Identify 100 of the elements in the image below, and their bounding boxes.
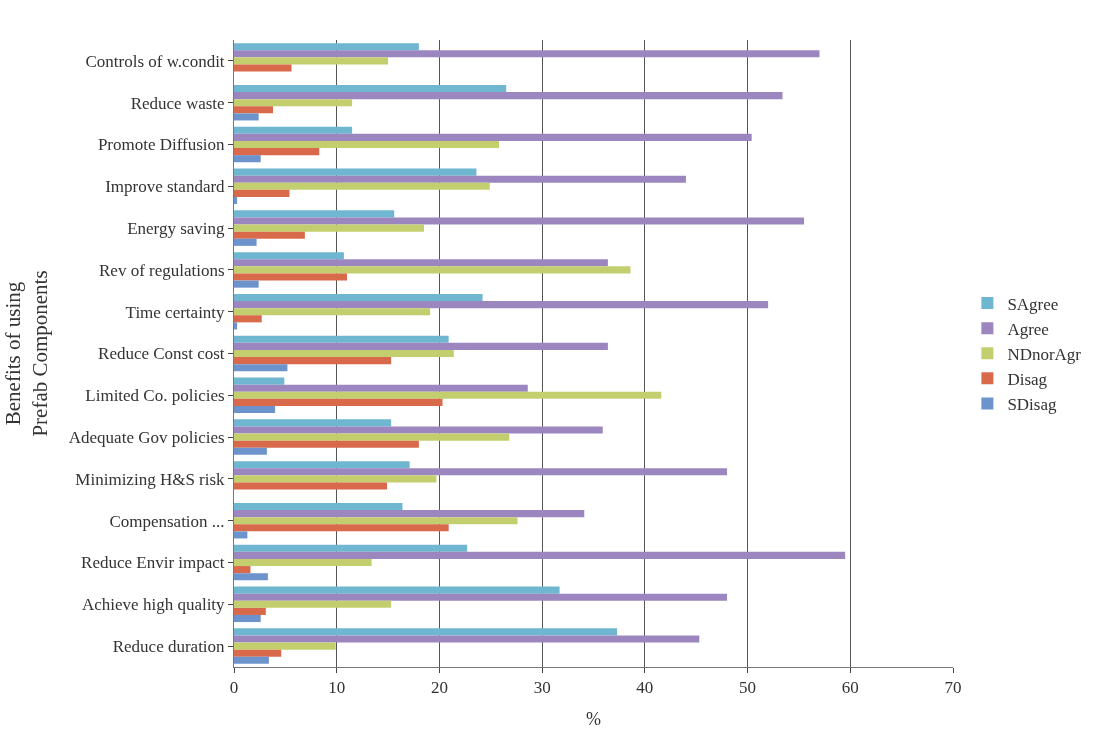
bar — [234, 349, 454, 358]
legend-label: Agree — [1007, 319, 1049, 339]
bar — [234, 614, 261, 623]
bar — [234, 280, 259, 288]
bar — [234, 482, 388, 490]
bar — [234, 342, 608, 350]
legend-label: Disag — [1007, 369, 1048, 389]
y-tick-label: Controls of w.condit — [85, 51, 225, 71]
bar — [234, 148, 320, 156]
bar — [234, 259, 608, 267]
bar — [234, 126, 353, 134]
bar — [234, 544, 468, 552]
bar — [234, 586, 560, 594]
bar — [234, 273, 347, 281]
y-tick-label: Improve standard — [105, 177, 226, 197]
x-tick-label: 0 — [229, 678, 239, 698]
legend-label: NDnorAgr — [1007, 344, 1082, 364]
bar — [234, 642, 336, 650]
bar — [234, 133, 752, 141]
legend-label: SDisag — [1007, 395, 1057, 415]
bar — [234, 607, 266, 615]
bar — [234, 168, 477, 176]
bar — [234, 551, 846, 559]
bar — [234, 238, 257, 246]
x-tick-label: 50 — [739, 678, 757, 698]
bar — [234, 84, 507, 93]
bar — [234, 301, 769, 309]
bar — [234, 217, 805, 225]
bar — [234, 566, 251, 574]
bar — [234, 196, 238, 205]
bar — [234, 308, 431, 316]
bar — [234, 649, 282, 657]
bar — [234, 600, 392, 608]
bar — [234, 517, 518, 525]
bar — [234, 377, 285, 385]
x-tick-label: 20 — [430, 678, 448, 698]
bar — [234, 293, 483, 302]
y-tick-label: Promote Diffusion — [97, 135, 226, 155]
bar — [234, 182, 490, 190]
bar — [234, 531, 248, 539]
bar — [234, 426, 603, 434]
bar — [234, 50, 820, 58]
bar — [234, 266, 631, 274]
y-tick-label: Reduce waste — [130, 93, 225, 113]
bar — [234, 510, 585, 518]
y-tick-label: Limited Co. policies — [85, 386, 225, 406]
bar — [234, 635, 700, 643]
bar — [234, 43, 419, 51]
bar — [234, 405, 276, 414]
bar — [234, 155, 261, 163]
bar — [234, 224, 425, 232]
bar — [234, 210, 395, 218]
bar — [234, 57, 389, 65]
bar — [234, 524, 449, 532]
y-tick-label: Minimizing H&S risk — [75, 469, 226, 489]
bar — [234, 357, 392, 365]
bar — [234, 92, 783, 100]
x-tick-label: 60 — [841, 678, 859, 698]
bar — [234, 322, 238, 330]
y-tick-label: Achieve high quality — [82, 595, 226, 615]
bar — [234, 106, 274, 114]
bar — [234, 475, 437, 483]
y-tick-label: Rev of regulations — [99, 260, 225, 280]
y-tick-label: Reduce duration — [112, 637, 226, 657]
x-tick-label: 10 — [328, 678, 346, 698]
y-tick-label: Time certainty — [125, 302, 226, 322]
x-tick-label: 70 — [944, 678, 962, 698]
bar — [234, 468, 728, 476]
bar — [234, 231, 305, 239]
bar — [234, 433, 510, 441]
y-tick-label: Energy saving — [127, 219, 226, 239]
legend-label: SAgree — [1007, 294, 1059, 314]
bar — [234, 628, 618, 636]
bar — [234, 364, 288, 372]
bar — [234, 447, 267, 455]
y-tick-label: Compensation ... — [109, 511, 225, 531]
bar — [234, 113, 259, 121]
y-tick-label: Reduce Const cost — [98, 344, 225, 364]
bar — [234, 64, 292, 72]
y-axis-title: Benefits of using Prefab Components — [0, 270, 52, 437]
bar — [234, 558, 372, 567]
x-axis-title: % — [586, 708, 601, 729]
bar — [234, 461, 410, 469]
bar — [234, 175, 686, 183]
bar — [234, 189, 290, 197]
bar — [234, 335, 449, 343]
bar — [234, 391, 662, 399]
bar — [234, 252, 344, 260]
bar — [234, 315, 262, 323]
bar — [234, 419, 392, 427]
bar — [234, 440, 419, 448]
bar — [234, 573, 268, 581]
bar — [234, 140, 499, 149]
bar — [234, 398, 443, 406]
bar — [234, 99, 353, 107]
bar — [234, 502, 403, 511]
bar — [234, 656, 269, 664]
x-tick-label: 40 — [636, 678, 654, 698]
y-tick-label: Reduce Envir impact — [81, 553, 225, 573]
x-tick-label: 30 — [533, 678, 551, 698]
